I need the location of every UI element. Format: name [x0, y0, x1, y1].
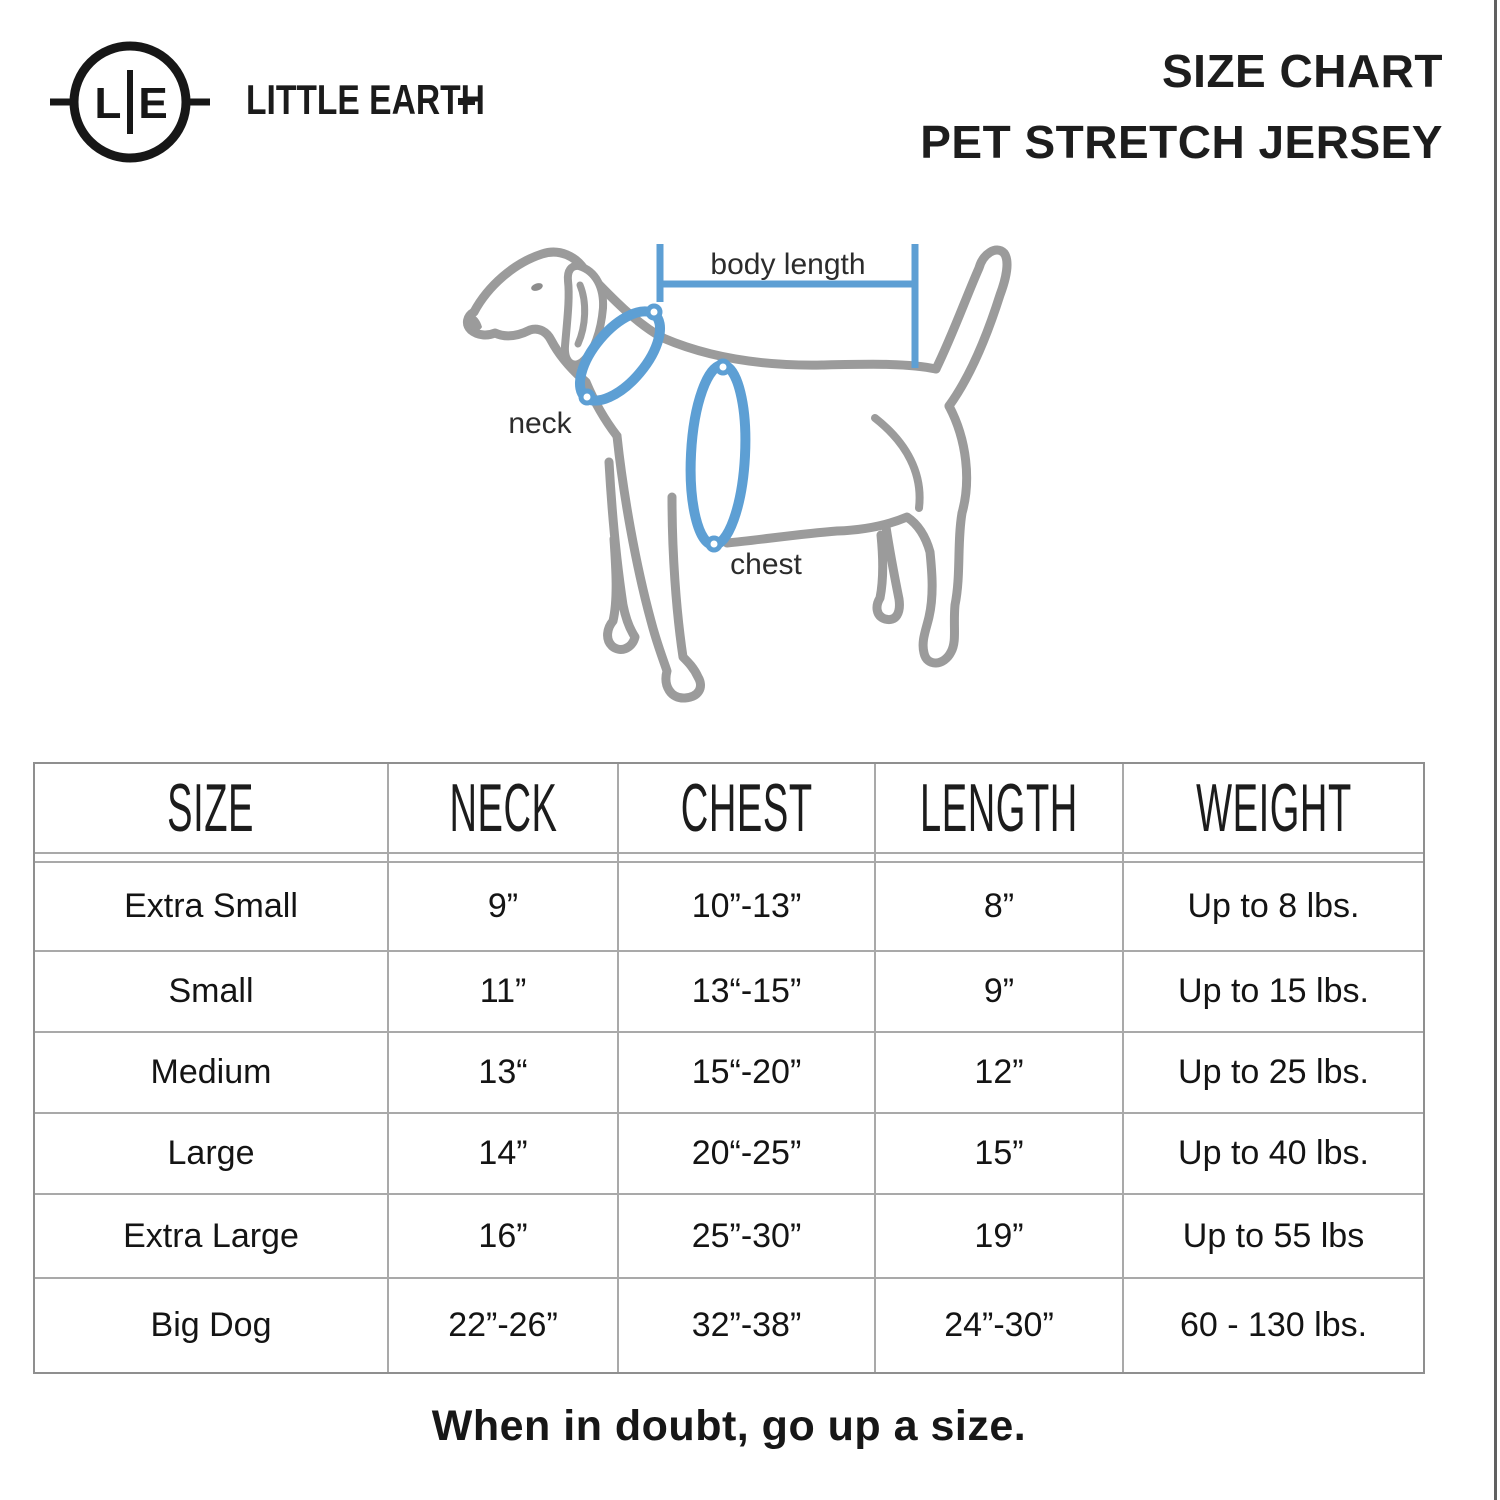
neck-ring-knot-top — [645, 303, 663, 321]
size-value-cell: 11” — [389, 952, 619, 1033]
size-value-cell: 19” — [876, 1195, 1124, 1279]
chest-measure-ring — [685, 360, 751, 550]
header-label: WEIGHT — [1195, 770, 1352, 846]
little-earth-logo-icon: L E — [50, 41, 210, 163]
size-value-cell: Up to 15 lbs. — [1124, 952, 1423, 1033]
dog-eye-icon — [531, 283, 543, 291]
size-name-cell: Medium — [35, 1033, 389, 1114]
header-divider-cell — [1124, 854, 1423, 863]
dog-measurement-diagram: body length neck chest — [462, 244, 1012, 703]
footer-note: When in doubt, go up a size. — [431, 1402, 1027, 1450]
header-cell-weight: WEIGHT — [1124, 764, 1423, 854]
size-value-cell: 25”-30” — [619, 1195, 876, 1279]
size-name-cell: Small — [35, 952, 389, 1033]
header-cell-size: SIZE — [35, 764, 389, 854]
size-value-cell: Up to 40 lbs. — [1124, 1114, 1423, 1195]
size-name-cell: Extra Small — [35, 863, 389, 952]
header-label: CHEST — [680, 770, 813, 846]
dog-outline — [462, 245, 1012, 703]
size-value-cell: 10”-13” — [619, 863, 876, 952]
chest-ring-knot-bottom — [705, 535, 723, 553]
size-name-cell: Extra Large — [35, 1195, 389, 1279]
label-body-length: body length — [710, 248, 865, 281]
logo-wordmark: LITTLE EARTH — [246, 76, 485, 123]
size-name-cell: Big Dog — [35, 1279, 389, 1372]
size-name-cell: Large — [35, 1114, 389, 1195]
header-cell-length: LENGTH — [876, 764, 1124, 854]
logo-wordmark-dash — [458, 98, 475, 105]
size-value-cell: 9” — [389, 863, 619, 952]
size-value-cell: 14” — [389, 1114, 619, 1195]
logo-circle-icon — [69, 41, 191, 163]
size-value-cell: 13“-15” — [619, 952, 876, 1033]
size-value-cell: 22”-26” — [389, 1279, 619, 1372]
size-value-cell: 15” — [876, 1114, 1124, 1195]
logo-monogram-l: L — [95, 79, 122, 128]
header-cell-neck: NECK — [389, 764, 619, 854]
dog-inner-ear-line — [574, 281, 589, 348]
logo-monogram-e: E — [138, 79, 167, 128]
size-value-cell: Up to 25 lbs. — [1124, 1033, 1423, 1114]
label-chest: chest — [730, 548, 802, 581]
size-value-cell: Up to 8 lbs. — [1124, 863, 1423, 952]
header-label: NECK — [448, 770, 558, 846]
header-divider-cell — [35, 854, 389, 863]
size-value-cell: 20“-25” — [619, 1114, 876, 1195]
header-cell-chest: CHEST — [619, 764, 876, 854]
size-chart-title: SIZE CHART PET STRETCH JERSEY — [920, 36, 1443, 178]
dog-nose-icon — [466, 313, 482, 331]
size-chart-table: SIZE NECK CHEST LENGTH WEIGHT Extra Small 9” 10… — [33, 762, 1425, 1374]
size-value-cell: 13“ — [389, 1033, 619, 1114]
size-value-cell: 12” — [876, 1033, 1124, 1114]
neck-ring-knot-bottom — [578, 388, 596, 406]
header-label: LENGTH — [920, 770, 1078, 846]
chest-ring-knot-top — [714, 358, 732, 376]
header-divider-cell — [389, 854, 619, 863]
header-divider-cell — [619, 854, 876, 863]
image-right-border — [1494, 0, 1497, 1500]
size-value-cell: 8” — [876, 863, 1124, 952]
label-neck: neck — [508, 407, 572, 440]
size-value-cell: 60 - 130 lbs. — [1179, 1306, 1368, 1344]
size-value-cell: 24”-30” — [876, 1279, 1124, 1372]
header-label: SIZE — [167, 770, 255, 846]
size-value-cell: 9” — [876, 952, 1124, 1033]
title-line-2: PET STRETCH JERSEY — [920, 116, 1443, 168]
size-value-cell: 32”-38” — [619, 1279, 876, 1372]
header-divider-cell — [876, 854, 1124, 863]
size-value-cell: 16” — [389, 1195, 619, 1279]
title-line-1: SIZE CHART — [1162, 45, 1443, 97]
size-value-cell: 15“-20” — [619, 1033, 876, 1114]
size-value-cell: Up to 55 lbs — [1124, 1195, 1423, 1279]
